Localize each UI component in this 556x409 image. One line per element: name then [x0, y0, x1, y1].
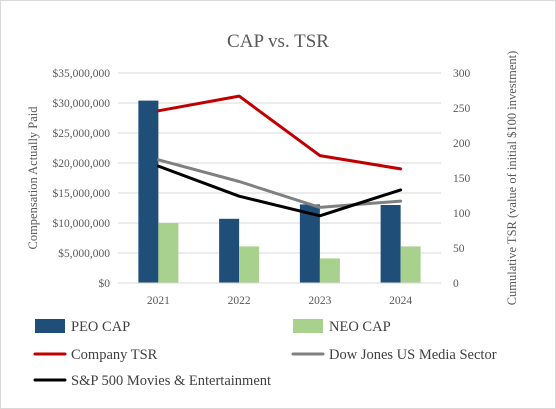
- right-tick-label: 300: [453, 68, 471, 80]
- legend-label-neo-cap: NEO CAP: [329, 319, 391, 335]
- right-tick-label: 250: [453, 103, 471, 115]
- left-tick-label: $15,000,000: [53, 187, 111, 200]
- left-tick-label: $35,000,000: [53, 67, 111, 80]
- line-s-p-500-movies-entertainment: [156, 164, 403, 218]
- legend: PEO CAP NEO CAP Company TSR Dow Jones US Me…: [33, 319, 497, 389]
- left-tick-label: $10,000,000: [53, 217, 111, 230]
- x-tick-label: 2021: [147, 295, 170, 307]
- bar-neo-cap: [400, 246, 421, 283]
- legend-label-peo-cap: PEO CAP: [71, 319, 130, 335]
- bar-peo-cap: [380, 205, 401, 283]
- legend-swatch-peo-cap: [35, 319, 65, 333]
- bar-neo-cap: [158, 223, 179, 283]
- right-tick-label: 150: [453, 173, 471, 185]
- right-tick-label: 100: [453, 208, 471, 220]
- left-tick-label: $0: [99, 277, 111, 290]
- left-axis-title: Compensation Actually Paid: [26, 106, 40, 250]
- right-tick-label: 50: [453, 243, 465, 255]
- left-tick-label: $30,000,000: [53, 97, 111, 110]
- right-tick-label: 200: [453, 138, 471, 150]
- legend-label-dow-jones-us-media-sector: Dow Jones US Media Sector: [329, 347, 497, 363]
- bar-neo-cap: [319, 258, 340, 283]
- bar-peo-cap: [299, 204, 320, 283]
- x-tick-label: 2023: [308, 295, 331, 307]
- right-tick-label: 0: [453, 278, 459, 290]
- left-tick-label: $25,000,000: [53, 127, 111, 140]
- bar-peo-cap: [138, 100, 159, 283]
- lines: [156, 94, 403, 218]
- left-tick-label: $20,000,000: [53, 157, 111, 170]
- bar-peo-cap: [219, 218, 240, 283]
- x-tick-label: 2022: [228, 295, 251, 307]
- axes: $0 $5,000,000 $10,000,000 $15,000,000 $20,00…: [53, 67, 471, 307]
- bar-neo-cap: [239, 246, 260, 283]
- chart-title: CAP vs. TSR: [227, 31, 329, 52]
- line-company-tsr: [156, 94, 403, 171]
- legend-swatch-neo-cap: [293, 319, 323, 333]
- bars: [138, 100, 421, 283]
- right-axis-title: Cumulative TSR (value of initial $100 in…: [505, 51, 519, 306]
- x-tick-label: 2024: [389, 295, 412, 307]
- legend-label-s-p-500-movies-entertainment: S&P 500 Movies & Entertainment: [71, 373, 271, 389]
- legend-label-company-tsr: Company TSR: [71, 347, 158, 363]
- left-tick-label: $5,000,000: [58, 247, 110, 260]
